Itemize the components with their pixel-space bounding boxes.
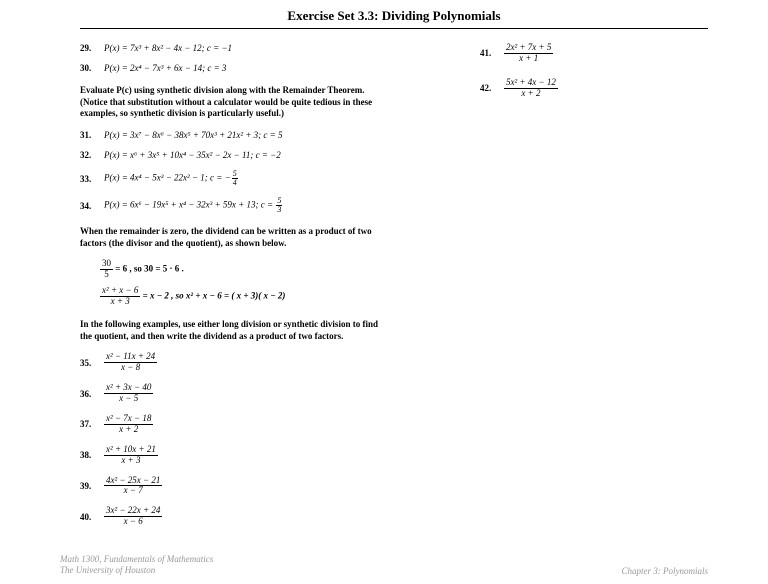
problem-34: 34. P(x) = 6x⁶ − 19x⁵ + x⁴ − 32x³ + 59x … bbox=[80, 197, 400, 214]
problem-fraction: x² − 7x − 18x + 2 bbox=[104, 414, 153, 435]
problem-number: 35. bbox=[80, 358, 104, 368]
problem-number: 39. bbox=[80, 481, 104, 491]
problem-fraction: 3x² − 22x + 24x − 6 bbox=[104, 506, 162, 527]
problem-equation: P(x) = 4x⁴ − 5x³ − 22x² − 1; c = −54 bbox=[104, 170, 238, 187]
footer-university: The University of Houston bbox=[60, 565, 213, 576]
problem-number: 41. bbox=[480, 48, 504, 58]
problem-33: 33. P(x) = 4x⁴ − 5x³ − 22x² − 1; c = −54 bbox=[80, 170, 400, 187]
problem-number: 38. bbox=[80, 450, 104, 460]
example-1: 305 = 6 , so 30 = 5 · 6 . bbox=[100, 259, 400, 280]
footer-course: Math 1300, Fundamentals of Mathematics bbox=[60, 554, 213, 565]
problem-39: 39. 4x² − 25x − 21x − 7 bbox=[80, 476, 400, 497]
problem-fraction: x² − 11x + 24x − 8 bbox=[104, 352, 157, 373]
title-rule bbox=[80, 28, 708, 29]
problem-41: 41. 2x² + 7x + 5x + 1 bbox=[480, 43, 558, 64]
content-columns: 29. P(x) = 7x³ + 8x² − 4x − 12; c = −1 3… bbox=[80, 43, 708, 527]
problem-equation: P(x) = 2x⁴ − 7x³ + 6x − 14; c = 3 bbox=[104, 63, 226, 73]
problem-30: 30. P(x) = 2x⁴ − 7x³ + 6x − 14; c = 3 bbox=[80, 63, 400, 73]
problem-number: 29. bbox=[80, 43, 104, 53]
problem-number: 37. bbox=[80, 419, 104, 429]
problem-37: 37. x² − 7x − 18x + 2 bbox=[80, 414, 400, 435]
page-footer: Math 1300, Fundamentals of Mathematics T… bbox=[60, 554, 708, 576]
footer-left: Math 1300, Fundamentals of Mathematics T… bbox=[60, 554, 213, 576]
example-text: = x − 2 , so x² + x − 6 = ( x + 3)( x − … bbox=[140, 291, 285, 301]
problem-fraction: x² + 3x − 40x − 5 bbox=[104, 383, 153, 404]
page-title: Exercise Set 3.3: Dividing Polynomials bbox=[80, 8, 708, 24]
problem-equation: P(x) = 3x⁷ − 8x⁶ − 38x⁵ + 70x³ + 21x² + … bbox=[104, 130, 283, 140]
problem-32: 32. P(x) = x⁶ + 3x⁵ + 10x⁴ − 35x² − 2x −… bbox=[80, 150, 400, 160]
problem-number: 30. bbox=[80, 63, 104, 73]
problem-number: 31. bbox=[80, 130, 104, 140]
problem-fraction: 2x² + 7x + 5x + 1 bbox=[504, 43, 553, 64]
footer-chapter: Chapter 3: Polynomials bbox=[622, 566, 709, 576]
problem-42: 42. 5x² + 4x − 12x + 2 bbox=[480, 78, 558, 99]
problem-fraction: 4x² − 25x − 21x − 7 bbox=[104, 476, 162, 497]
problem-equation: P(x) = x⁶ + 3x⁵ + 10x⁴ − 35x² − 2x − 11;… bbox=[104, 150, 281, 160]
instructions-2b: In the following examples, use either lo… bbox=[80, 319, 390, 342]
example-text: = 6 , so 30 = 5 · 6 . bbox=[113, 264, 184, 274]
example-fraction: 305 bbox=[100, 259, 113, 280]
problem-29: 29. P(x) = 7x³ + 8x² − 4x − 12; c = −1 bbox=[80, 43, 400, 53]
problem-40: 40. 3x² − 22x + 24x − 6 bbox=[80, 506, 400, 527]
example-2: x² + x − 6x + 3 = x − 2 , so x² + x − 6 … bbox=[100, 286, 400, 307]
problem-equation: P(x) = 6x⁶ − 19x⁵ + x⁴ − 32x³ + 59x + 13… bbox=[104, 197, 282, 214]
left-column: 29. P(x) = 7x³ + 8x² − 4x − 12; c = −1 3… bbox=[80, 43, 400, 527]
instructions-1: Evaluate P(c) using synthetic division a… bbox=[80, 85, 390, 120]
example-fraction: x² + x − 6x + 3 bbox=[100, 286, 140, 307]
problem-number: 32. bbox=[80, 150, 104, 160]
problem-fraction: x² + 10x + 21x + 3 bbox=[104, 445, 158, 466]
instructions-2a: When the remainder is zero, the dividend… bbox=[80, 226, 390, 249]
problem-35: 35. x² − 11x + 24x − 8 bbox=[80, 352, 400, 373]
problem-36: 36. x² + 3x − 40x − 5 bbox=[80, 383, 400, 404]
problem-number: 42. bbox=[480, 83, 504, 93]
problem-number: 33. bbox=[80, 174, 104, 184]
problem-31: 31. P(x) = 3x⁷ − 8x⁶ − 38x⁵ + 70x³ + 21x… bbox=[80, 130, 400, 140]
problem-38: 38. x² + 10x + 21x + 3 bbox=[80, 445, 400, 466]
problem-equation: P(x) = 7x³ + 8x² − 4x − 12; c = −1 bbox=[104, 43, 232, 53]
problem-fraction: 5x² + 4x − 12x + 2 bbox=[504, 78, 558, 99]
problem-number: 36. bbox=[80, 389, 104, 399]
page: Exercise Set 3.3: Dividing Polynomials 2… bbox=[0, 0, 768, 584]
right-column: 41. 2x² + 7x + 5x + 1 42. 5x² + 4x − 12x… bbox=[480, 43, 558, 109]
problem-number: 34. bbox=[80, 201, 104, 211]
problem-number: 40. bbox=[80, 512, 104, 522]
